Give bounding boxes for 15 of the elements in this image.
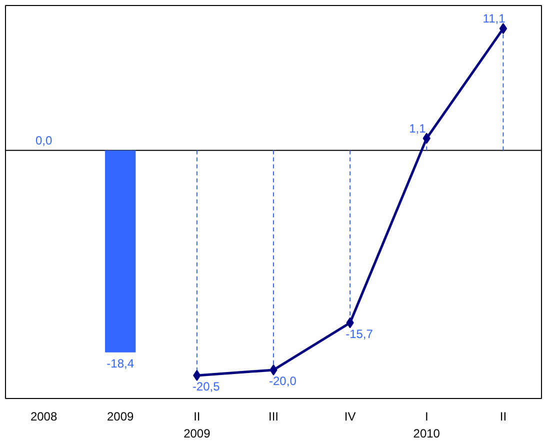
data-label: -20,0 [269,374,297,388]
data-label: 0,0 [35,133,52,148]
data-label: 1,1 [409,121,426,136]
x-tick-label: II [500,410,507,424]
x-tick-label: III [268,410,279,424]
data-label: -15,7 [346,326,374,341]
x-tick-label: 2009 [107,410,134,424]
data-label: -18,4 [106,356,134,370]
x-tick-label: II 2009 [184,410,211,440]
data-label: 11,1 [482,12,506,26]
point [499,23,508,34]
x-tick-label: 2008 [30,410,58,424]
data-label: -20,5 [192,379,220,394]
x-tick-label: I 2010 [413,410,440,440]
x-tick-label: IV [344,410,356,424]
